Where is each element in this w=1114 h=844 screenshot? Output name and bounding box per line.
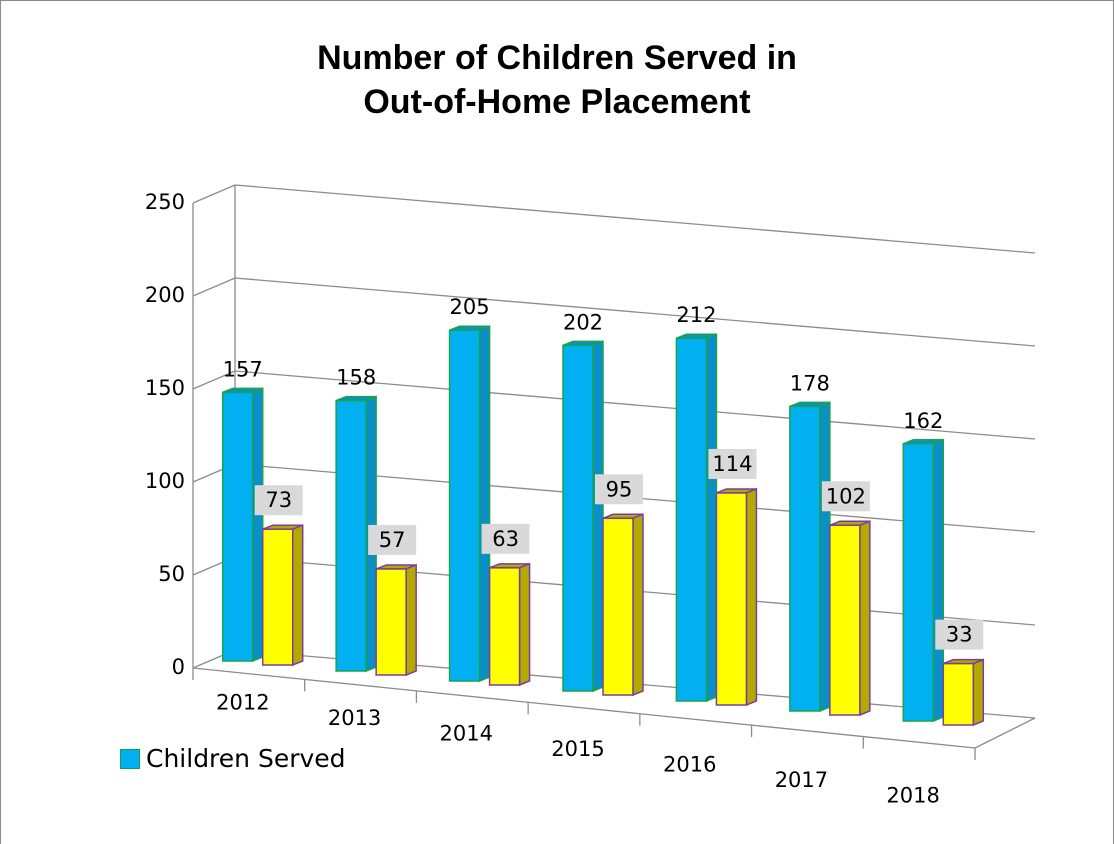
side-grid-5: [192, 184, 236, 204]
bar-series-2-2016: [715, 492, 748, 706]
chart-title-line-1: Number of Children Served in: [317, 39, 797, 77]
y-tick-label-2: 100: [145, 469, 185, 493]
bar-children-served-2016: [675, 337, 708, 702]
bar-children-served-2018: [902, 443, 935, 722]
side-grid-3: [192, 370, 236, 390]
data-label-children-served-2014: 205: [450, 295, 490, 319]
bar-series-2-2017: [829, 524, 861, 716]
bar-children-served-2014-side: [478, 325, 491, 683]
floor-front-edge: [192, 667, 976, 749]
chart-title-line-2: Out-of-Home Placement: [363, 83, 751, 121]
bar-children-served-2013: [335, 399, 367, 672]
y-tick-label-1: 50: [158, 562, 185, 586]
data-label-bg-series-2-2018: [935, 619, 984, 650]
data-label-bg-series-2-2017: [821, 481, 870, 512]
data-label-bg-series-2-2014: [481, 523, 530, 554]
legend-swatch-children-served: [120, 748, 140, 769]
bar-children-served-2015: [562, 344, 594, 692]
y-tick-label-4: 200: [145, 283, 185, 307]
bar-series-2-2014-side: [518, 562, 531, 687]
gridline-5: [234, 184, 1036, 254]
bar-series-2-2015-side: [632, 513, 644, 697]
y-tick-label-5: 250: [145, 190, 185, 214]
data-label-children-served-2015: 202: [563, 310, 603, 334]
bar-series-2-2018: [942, 662, 975, 726]
bar-children-served-2014: [448, 329, 481, 682]
bar-series-2-2017-side: [859, 520, 871, 717]
data-label-children-served-2012: 157: [223, 357, 263, 381]
x-tick-label-2017: 2017: [775, 768, 828, 792]
bar-children-served-2017-side: [819, 401, 831, 713]
gridline-3: [234, 370, 1036, 440]
data-label-bg-series-2-2013: [368, 524, 417, 555]
bar-series-2-2013: [375, 568, 407, 676]
data-label-children-served-2017: 178: [790, 371, 830, 395]
bar-children-served-2012-side: [251, 387, 264, 663]
legend: Children Served: [120, 744, 346, 773]
bar-children-served-2015-side: [592, 340, 604, 693]
chart-title: Number of Children Served in Out-of-Home…: [0, 36, 1114, 124]
x-tick-label-2013: 2013: [328, 706, 381, 730]
data-label-series-2-2013: 57: [379, 528, 406, 552]
data-label-series-2-2014: 63: [492, 527, 519, 551]
bar-children-served-2016-side: [705, 333, 718, 703]
gridline-4: [234, 277, 1036, 347]
x-tick-label-2015: 2015: [551, 737, 604, 761]
data-label-series-2-2017: 102: [826, 484, 866, 508]
data-label-series-2-2015: 95: [606, 477, 633, 501]
bar-children-served-2017: [789, 405, 821, 712]
bar-series-2-2014: [488, 567, 521, 686]
bar-children-served-2012: [221, 391, 254, 662]
y-tick-label-0: 0: [172, 655, 185, 679]
bar-series-2-2012-side: [291, 524, 304, 667]
bar-children-served-2018-side: [932, 438, 945, 723]
data-label-bg-series-2-2016: [708, 448, 757, 479]
data-label-bg-series-2-2012: [254, 485, 303, 516]
floor-right-edge: [974, 717, 1036, 749]
bar-series-2-2013-side: [405, 563, 417, 677]
bar-series-2-2015: [602, 517, 634, 696]
data-label-series-2-2018: 33: [946, 623, 973, 647]
y-tick-label-3: 150: [145, 376, 185, 400]
data-label-children-served-2016: 212: [676, 303, 716, 327]
bar-series-2-2016-side: [745, 487, 758, 707]
legend-label-children-served: Children Served: [146, 744, 346, 773]
bar-series-2-2018-side: [972, 658, 985, 727]
x-tick-label-2016: 2016: [663, 752, 716, 776]
data-label-children-served-2018: 162: [903, 409, 943, 433]
data-label-series-2-2012: 73: [265, 488, 292, 512]
data-label-series-2-2016: 114: [712, 452, 752, 476]
data-label-bg-series-2-2015: [595, 474, 643, 505]
data-label-children-served-2013: 158: [336, 366, 376, 390]
x-tick-label-2012: 2012: [216, 691, 269, 715]
side-grid-4: [192, 277, 236, 297]
x-tick-label-2018: 2018: [886, 783, 939, 807]
bar-series-2-2012: [261, 528, 294, 666]
x-tick-label-2014: 2014: [440, 722, 493, 746]
